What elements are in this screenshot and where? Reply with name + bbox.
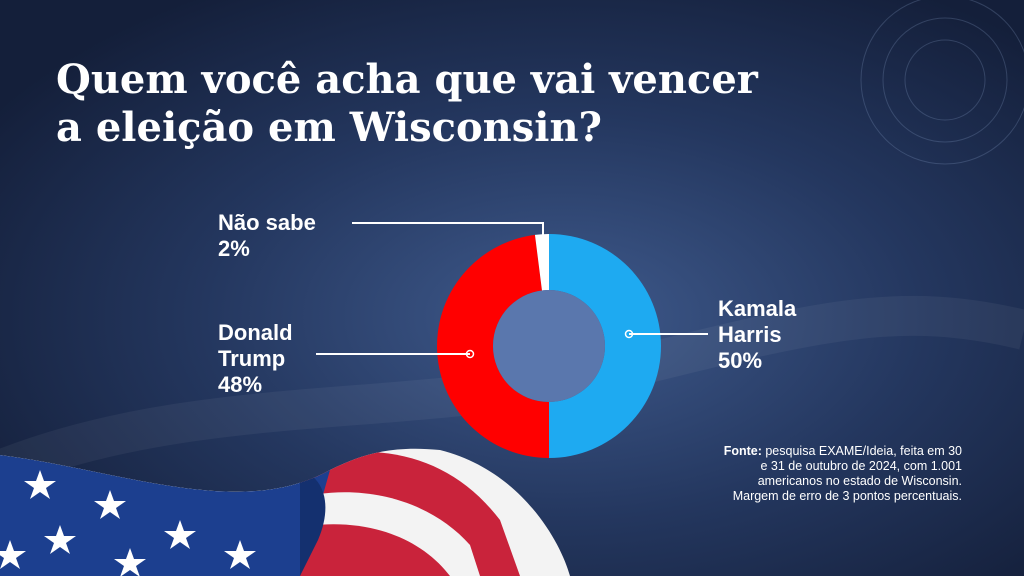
label-donald-trump: Donald Trump 48%	[218, 320, 293, 398]
source-note: Fonte: pesquisa EXAME/Ideia, feita em 30…	[722, 444, 962, 504]
leader-dot-kamala-harris	[624, 329, 634, 339]
label-harris-name-line-1: Kamala	[718, 296, 797, 321]
leader-dot-donald-trump	[465, 349, 475, 359]
label-harris-value: 50%	[718, 348, 763, 373]
donut-hole	[493, 290, 605, 402]
label-nao-sabe-name: Não sabe	[218, 210, 316, 235]
source-label: Fonte:	[723, 444, 762, 458]
leader-line-nao-sabe	[352, 222, 544, 240]
label-trump-name-line-1: Donald	[218, 320, 293, 345]
slice-nao-sabe	[534, 234, 549, 291]
source-text: pesquisa EXAME/Ideia, feita em 30 e 31 d…	[732, 444, 962, 503]
label-harris-name-line-2: Harris	[718, 322, 782, 347]
page-title: Quem você acha que vai vencer a eleição …	[56, 56, 856, 152]
label-trump-value: 48%	[218, 372, 263, 397]
label-trump-name-line-2: Trump	[218, 346, 286, 371]
label-kamala-harris: Kamala Harris 50%	[718, 296, 796, 374]
label-nao-sabe-value: 2%	[218, 236, 250, 261]
slice-donald-trump	[437, 234, 549, 458]
title-line-1: Quem você acha que vai vencer	[56, 56, 758, 103]
label-nao-sabe: Não sabe 2%	[218, 210, 316, 262]
title-line-2: a eleição em Wisconsin?	[56, 104, 602, 151]
